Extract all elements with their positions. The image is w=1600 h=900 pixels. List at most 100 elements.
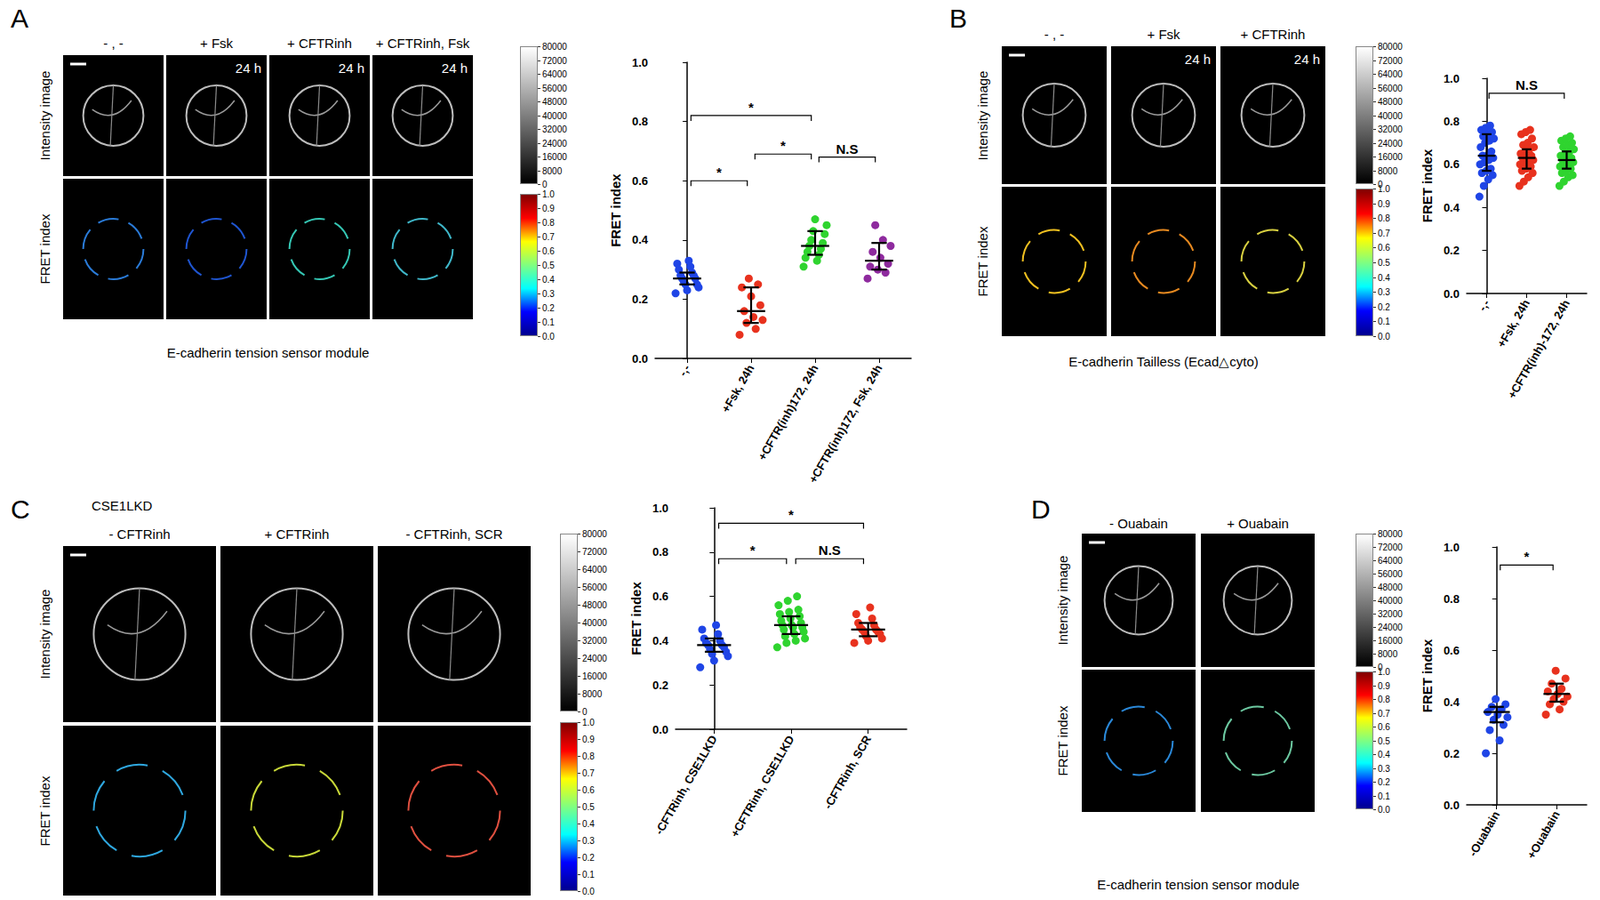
svg-text:FRET index: FRET index bbox=[1419, 148, 1435, 223]
html-text:E-cadherin Tailless (Ecad△cyto: E-cadherin Tailless (Ecad△cyto) bbox=[1068, 353, 1259, 369]
html-text:CSE1LKD: CSE1LKD bbox=[91, 497, 153, 513]
svg-text:-CFTRinh, SCR: -CFTRinh, SCR bbox=[821, 732, 875, 812]
html-text:Intensity image: Intensity image bbox=[36, 70, 52, 161]
html-text:+ CFTRinh: + CFTRinh bbox=[287, 35, 352, 51]
svg-text:0.2: 0.2 bbox=[632, 292, 648, 306]
html-text:24 h: 24 h bbox=[1184, 51, 1211, 67]
html-text:- CFTRinh: - CFTRinh bbox=[108, 526, 171, 542]
html-text:48000: 48000 bbox=[1377, 96, 1403, 107]
html-text:24 h: 24 h bbox=[235, 60, 262, 76]
html-text:24 h: 24 h bbox=[1294, 51, 1320, 67]
svg-text:0.0: 0.0 bbox=[632, 352, 648, 366]
html-text:FRET index: FRET index bbox=[1054, 705, 1070, 776]
html-text:24 h: 24 h bbox=[338, 60, 365, 76]
html-text:FRET index: FRET index bbox=[974, 226, 990, 297]
html-text:- CFTRinh, SCR: - CFTRinh, SCR bbox=[405, 526, 503, 542]
html-text:Intensity image: Intensity image bbox=[974, 70, 990, 160]
svg-text:0.8: 0.8 bbox=[1443, 592, 1460, 606]
html-text:+ CFTRinh, Fsk: + CFTRinh, Fsk bbox=[375, 35, 470, 51]
svg-text:0.6: 0.6 bbox=[1443, 643, 1460, 657]
html-text:24 h: 24 h bbox=[441, 60, 468, 76]
html-text:0.6: 0.6 bbox=[542, 245, 555, 256]
svg-text:0.6: 0.6 bbox=[652, 589, 669, 603]
svg-text:+Fsk, 24h: +Fsk, 24h bbox=[719, 361, 758, 415]
svg-text:+CFTRinh, CSE1LKD: +CFTRinh, CSE1LKD bbox=[728, 732, 798, 840]
svg-text:N.S: N.S bbox=[818, 542, 841, 558]
html-text:- Ouabain: - Ouabain bbox=[1109, 515, 1168, 531]
html-text:56000: 56000 bbox=[1377, 82, 1403, 93]
html-text:Intensity image: Intensity image bbox=[36, 588, 52, 679]
html-text:FRET index: FRET index bbox=[36, 775, 52, 846]
svg-text:0.0: 0.0 bbox=[1443, 287, 1460, 301]
svg-text:1.0: 1.0 bbox=[632, 56, 648, 70]
svg-text:0.0: 0.0 bbox=[652, 722, 669, 736]
html-text:16000: 16000 bbox=[542, 151, 567, 162]
svg-text:FRET index: FRET index bbox=[1419, 638, 1435, 712]
svg-text:0.8: 0.8 bbox=[1443, 114, 1460, 128]
svg-text:0.8: 0.8 bbox=[632, 114, 648, 128]
svg-text:-CFTRinh, CSE1LKD: -CFTRinh, CSE1LKD bbox=[652, 732, 720, 837]
html-text:0.3: 0.3 bbox=[542, 288, 555, 299]
html-text:64000: 64000 bbox=[542, 68, 567, 79]
html-text:1.0: 1.0 bbox=[542, 188, 555, 199]
html-text:56000: 56000 bbox=[542, 82, 567, 93]
html-text:+ CFTRinh: + CFTRinh bbox=[264, 526, 330, 542]
svg-text:+CFTR(inh)172, 24h: +CFTR(inh)172, 24h bbox=[755, 361, 822, 463]
svg-text:*: * bbox=[748, 99, 754, 115]
svg-text:N.S: N.S bbox=[835, 141, 858, 157]
svg-text:FRET index: FRET index bbox=[628, 581, 644, 656]
html-text:64000: 64000 bbox=[1377, 68, 1403, 79]
svg-text:*: * bbox=[1524, 548, 1530, 564]
svg-text:1.0: 1.0 bbox=[652, 501, 669, 515]
html-text:+ CFTRinh: + CFTRinh bbox=[1240, 26, 1306, 42]
html-text:0.2: 0.2 bbox=[542, 302, 555, 313]
svg-text:0.6: 0.6 bbox=[1443, 157, 1460, 171]
svg-text:*: * bbox=[716, 164, 722, 180]
html-text:Intensity image: Intensity image bbox=[1054, 555, 1070, 645]
html-text:C: C bbox=[10, 494, 30, 524]
svg-text:0.2: 0.2 bbox=[652, 678, 669, 692]
html-text:FRET index: FRET index bbox=[36, 213, 52, 284]
svg-text:0.0: 0.0 bbox=[1443, 798, 1460, 812]
html-text:24000: 24000 bbox=[542, 137, 567, 148]
svg-text:-Ouabain: -Ouabain bbox=[1465, 808, 1503, 858]
svg-text:+Fsk, 24h: +Fsk, 24h bbox=[1494, 296, 1533, 350]
svg-text:-,-: -,- bbox=[1475, 296, 1493, 313]
html-text:80000: 80000 bbox=[542, 41, 567, 52]
html-text:24000: 24000 bbox=[1377, 137, 1403, 148]
svg-text:0.8: 0.8 bbox=[652, 544, 669, 559]
svg-text:*: * bbox=[750, 542, 756, 558]
svg-text:N.S: N.S bbox=[1515, 77, 1538, 93]
svg-text:0.6: 0.6 bbox=[632, 174, 648, 188]
html-text:+ Fsk: + Fsk bbox=[200, 35, 233, 51]
svg-text:0.4: 0.4 bbox=[652, 633, 670, 648]
svg-text:+CFTR(inh)172, Fsk, 24h: +CFTR(inh)172, Fsk, 24h bbox=[806, 361, 886, 485]
html-text:B: B bbox=[949, 3, 968, 33]
svg-text:1.0: 1.0 bbox=[1443, 540, 1460, 554]
html-text:E-cadherin tension sensor modu: E-cadherin tension sensor module bbox=[166, 344, 370, 360]
svg-text:0.2: 0.2 bbox=[1443, 243, 1460, 257]
html-text:8000: 8000 bbox=[1377, 165, 1398, 176]
svg-text:1.0: 1.0 bbox=[1443, 72, 1460, 86]
html-text:A: A bbox=[10, 3, 29, 33]
html-text:0.7: 0.7 bbox=[542, 231, 555, 242]
html-text:D: D bbox=[1031, 494, 1051, 524]
svg-text:0.4: 0.4 bbox=[1443, 695, 1461, 709]
svg-text:+Ouabain: +Ouabain bbox=[1524, 808, 1563, 861]
svg-text:FRET index: FRET index bbox=[608, 173, 624, 248]
svg-text:0.4: 0.4 bbox=[632, 232, 649, 247]
html-text:0.8: 0.8 bbox=[542, 217, 555, 228]
html-text:+ Ouabain: + Ouabain bbox=[1226, 515, 1289, 531]
svg-text:+CFTR(inh)-172, 24h: +CFTR(inh)-172, 24h bbox=[1504, 296, 1573, 401]
html-text:E-cadherin tension sensor modu: E-cadherin tension sensor module bbox=[1097, 876, 1300, 892]
svg-text:*: * bbox=[788, 506, 794, 522]
svg-text:0.4: 0.4 bbox=[1443, 200, 1461, 215]
html-text:8000: 8000 bbox=[542, 165, 563, 176]
html-text:0.1: 0.1 bbox=[542, 316, 555, 327]
svg-text:-,-: -,- bbox=[675, 361, 693, 378]
html-text:16000: 16000 bbox=[1377, 151, 1403, 162]
html-text:48000: 48000 bbox=[542, 96, 567, 107]
svg-text:*: * bbox=[780, 137, 786, 153]
html-text:+ Fsk: + Fsk bbox=[1147, 26, 1180, 42]
svg-text:0.2: 0.2 bbox=[1443, 746, 1460, 760]
